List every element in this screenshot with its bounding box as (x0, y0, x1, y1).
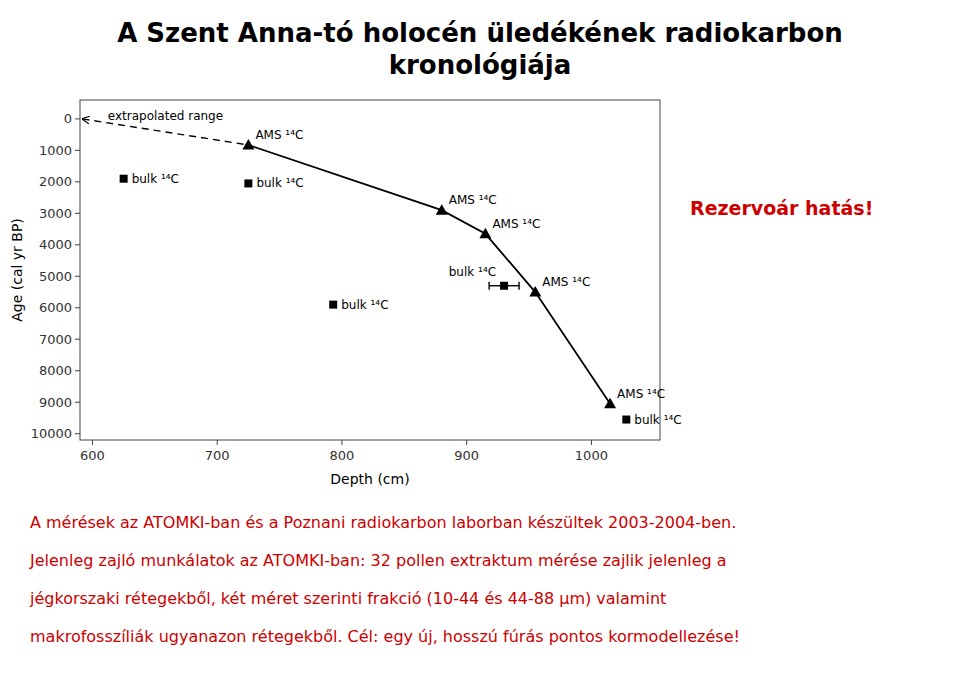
x-tick-label: 1000 (575, 448, 608, 463)
point-label: bulk ¹⁴C (341, 298, 388, 312)
x-tick-label: 900 (454, 448, 479, 463)
point-label: AMS ¹⁴C (542, 275, 590, 289)
x-tick (341, 440, 342, 445)
y-tick-label: 2000 (39, 174, 72, 189)
y-tick-label: 9000 (39, 395, 72, 410)
y-tick-label: 6000 (39, 300, 72, 315)
y-tick-label: 5000 (39, 269, 72, 284)
x-tick (466, 440, 467, 445)
x-tick (591, 440, 592, 445)
annotation: Rezervoár hatás! (690, 197, 873, 219)
line (248, 145, 610, 404)
x-tick (217, 440, 218, 445)
axes: 6007008009001000010002000300040005000600… (31, 111, 608, 463)
error-bar (489, 282, 519, 290)
point-label: bulk ¹⁴C (256, 176, 303, 190)
triangle-point (436, 204, 448, 215)
marks (82, 119, 630, 424)
line-label: extrapolated range (108, 109, 223, 123)
square-point (244, 179, 252, 187)
y-tick (75, 307, 80, 308)
triangle-point (529, 286, 541, 297)
y-tick (75, 433, 80, 434)
y-tick-label: 8000 (39, 363, 72, 378)
y-tick-label: 3000 (39, 206, 72, 221)
y-tick (75, 402, 80, 403)
y-tick-label: 0 (64, 111, 72, 126)
point-labels: extrapolated range AMS ¹⁴C AMS ¹⁴C AMS ¹⁴C A… (108, 109, 682, 427)
point-label: AMS ¹⁴C (449, 193, 497, 207)
y-tick (75, 213, 80, 214)
y-tick (75, 339, 80, 340)
title-line: A Szent Anna-tó holocén üledékének radio… (117, 18, 843, 48)
x-tick-label: 700 (205, 448, 230, 463)
point-label: bulk ¹⁴C (132, 172, 179, 186)
point-label: bulk ¹⁴C (634, 413, 681, 427)
triangle-point (604, 398, 616, 409)
note-line: A mérések az ATOMKI-ban és a Poznani rad… (30, 513, 736, 532)
notes: A mérések az ATOMKI-ban és a Poznani rad… (29, 513, 740, 646)
y-tick-label: 4000 (39, 237, 72, 252)
square-point (622, 416, 630, 424)
triangle-point (479, 228, 491, 239)
y-tick-label: 7000 (39, 332, 72, 347)
x-tick-label: 800 (330, 448, 355, 463)
y-tick (75, 244, 80, 245)
triangle-point (242, 139, 254, 150)
note-line: jégkorszaki rétegekből, két méret szerin… (29, 589, 666, 608)
point-label: AMS ¹⁴C (617, 387, 665, 401)
square-point (329, 301, 337, 309)
x-tick (92, 440, 93, 445)
y-tick (75, 181, 80, 182)
chart: A Szent Anna-tó holocén üledékének radio… (0, 0, 960, 686)
y-axis-label: Age (cal yr BP) (9, 218, 25, 322)
title: A Szent Anna-tó holocén üledékének radio… (117, 18, 843, 80)
y-tick (75, 276, 80, 277)
square-point (500, 282, 508, 290)
square-point (120, 175, 128, 183)
y-tick-label: 1000 (39, 143, 72, 158)
note-line: makrofosszíliák ugyanazon rétegekből. Cé… (30, 627, 740, 646)
point-label: AMS ¹⁴C (255, 128, 303, 142)
y-tick (75, 150, 80, 151)
note-line: Jelenleg zajló munkálatok az ATOMKI-ban:… (29, 551, 727, 570)
x-tick-label: 600 (80, 448, 105, 463)
y-tick (75, 118, 80, 119)
x-axis-label: Depth (cm) (330, 471, 409, 487)
point-label: AMS ¹⁴C (492, 217, 540, 231)
point-label: bulk ¹⁴C (449, 265, 496, 279)
title-line: kronológiája (389, 50, 572, 80)
y-tick-label: 10000 (31, 426, 72, 441)
y-tick (75, 370, 80, 371)
plot-frame (80, 100, 660, 440)
